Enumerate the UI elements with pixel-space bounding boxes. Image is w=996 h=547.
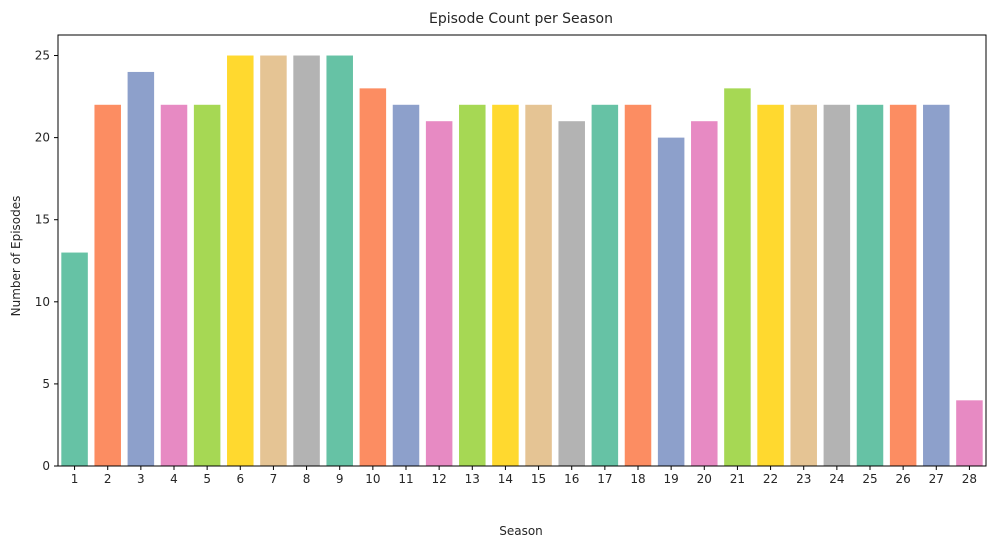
x-tick-label: 20 [697, 472, 712, 486]
bar-season-13 [459, 104, 486, 467]
x-tick-label: 19 [664, 472, 679, 486]
bar-season-23 [790, 104, 817, 467]
x-tick-label: 24 [829, 472, 844, 486]
bar-season-15 [525, 104, 552, 467]
bar-season-4 [160, 104, 188, 467]
x-tick-label: 2 [104, 472, 112, 486]
bar-season-11 [392, 104, 420, 467]
x-tick-label: 16 [564, 472, 579, 486]
x-tick-label: 1 [71, 472, 79, 486]
chart-title: Episode Count per Season [429, 11, 613, 27]
x-tick-label: 23 [796, 472, 811, 486]
bar-season-25 [856, 104, 884, 467]
x-tick-label: 27 [929, 472, 944, 486]
x-tick-label: 28 [962, 472, 977, 486]
bar-season-20 [691, 121, 718, 466]
x-tick-label: 7 [270, 472, 278, 486]
bar-season-7 [260, 55, 287, 467]
bar-season-1 [61, 252, 88, 466]
bar-season-19 [657, 137, 685, 466]
x-tick-label: 13 [465, 472, 480, 486]
bar-season-5 [193, 104, 221, 467]
x-tick-label: 10 [365, 472, 380, 486]
bar-season-10 [359, 88, 387, 466]
plot-frame [57, 34, 987, 467]
x-tick-label: 8 [303, 472, 311, 486]
x-tick-label: 11 [398, 472, 413, 486]
bar-season-9 [326, 55, 353, 467]
bar-season-16 [558, 121, 585, 466]
bar-season-28 [956, 400, 983, 466]
x-tick-label: 18 [630, 472, 645, 486]
x-tick-label: 3 [137, 472, 145, 486]
x-axis-label: Season [499, 524, 543, 538]
bar-season-18 [624, 104, 652, 467]
bar-season-27 [923, 104, 950, 467]
bar-season-22 [757, 104, 784, 467]
x-tick-label: 22 [763, 472, 778, 486]
x-tick-label: 4 [170, 472, 178, 486]
bar-season-24 [823, 104, 851, 467]
y-tick-label: 5 [42, 377, 50, 391]
x-tick-label: 6 [236, 472, 244, 486]
bar-season-21 [724, 88, 751, 466]
bar-season-26 [889, 104, 917, 467]
y-tick-label: 15 [35, 213, 50, 227]
x-axis-ticks: 1 2 3 4 5 6 7 8 9 10 11 12 13 14 15 16 17 18 19 20 21 22 23 24 2… [71, 466, 977, 486]
y-tick-label: 10 [35, 295, 50, 309]
x-tick-label: 12 [432, 472, 447, 486]
bars-group [61, 55, 983, 467]
x-tick-label: 17 [597, 472, 612, 486]
bar-season-2 [94, 104, 121, 467]
y-tick-label: 20 [35, 131, 50, 145]
x-tick-label: 15 [531, 472, 546, 486]
bar-season-17 [591, 104, 619, 467]
bar-season-12 [425, 121, 453, 466]
y-axis-label: Number of Episodes [9, 196, 23, 317]
bar-season-6 [227, 55, 254, 467]
bar-season-3 [127, 71, 155, 466]
y-tick-label: 25 [35, 49, 50, 63]
x-tick-label: 25 [862, 472, 877, 486]
x-tick-label: 5 [203, 472, 211, 486]
x-tick-label: 26 [896, 472, 911, 486]
x-tick-label: 14 [498, 472, 513, 486]
y-axis-ticks: 0 5 10 15 20 25 [35, 49, 58, 473]
y-tick-label: 0 [42, 459, 50, 473]
x-tick-label: 9 [336, 472, 344, 486]
bar-season-14 [492, 104, 519, 467]
bar-season-8 [293, 55, 320, 467]
x-tick-label: 21 [730, 472, 745, 486]
